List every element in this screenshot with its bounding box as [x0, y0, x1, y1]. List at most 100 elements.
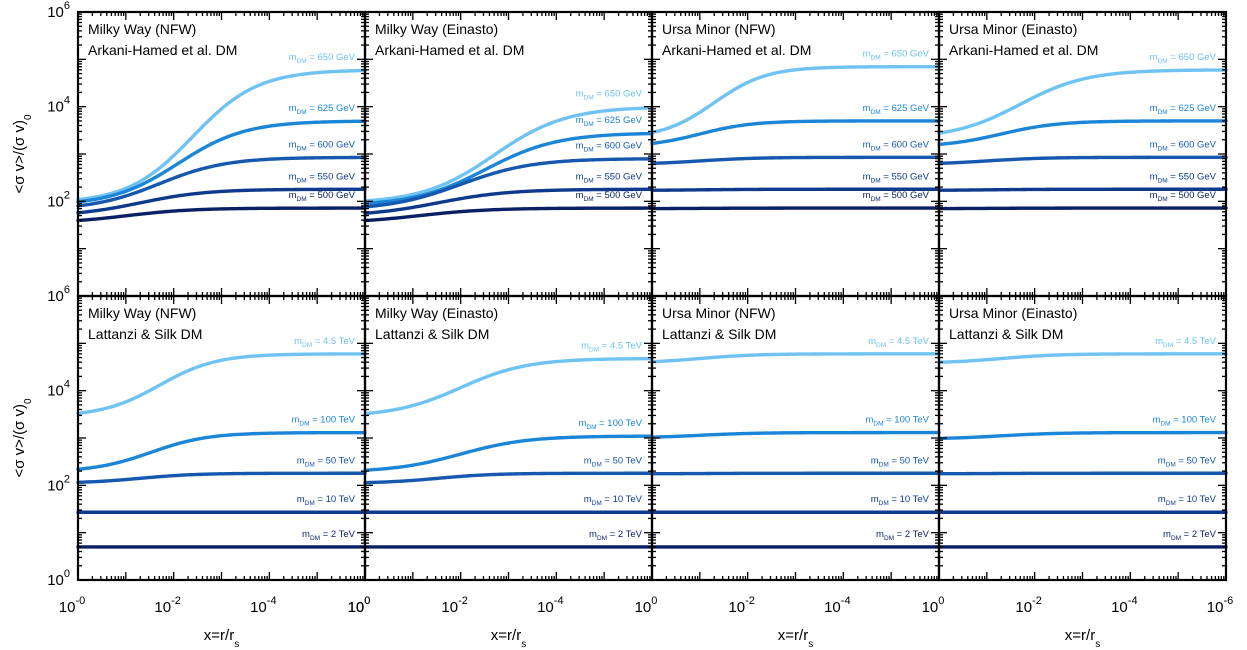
series-label-sub: DM	[589, 346, 599, 353]
series-label-rest: = 650 GeV	[881, 49, 930, 60]
series-label-m: m	[865, 415, 873, 426]
series-line-0-1-1	[363, 131, 654, 206]
series-label-1-0-4: mDM = 2 TeV	[302, 529, 356, 542]
series-label-0-0-4: mDM = 500 GeV	[289, 190, 356, 203]
y-tick-label: 104	[47, 95, 70, 116]
series-label-m: m	[578, 418, 586, 429]
series-label-m: m	[576, 190, 584, 201]
series-label-sub: DM	[310, 535, 320, 542]
series-label-sub: DM	[879, 500, 889, 507]
panel-title: Ursa Minor (Einasto)	[949, 21, 1077, 37]
series-line-1-1-0	[363, 356, 654, 416]
series-label-m: m	[584, 455, 592, 466]
series-label-m: m	[863, 103, 871, 114]
series-line-1-1-1	[363, 434, 654, 472]
series-label-m: m	[1158, 455, 1166, 466]
y-axis-label: <σ v>/(σ v)0	[11, 398, 34, 478]
series-label-sub: DM	[305, 500, 315, 507]
series-label-0-3-1: mDM = 625 GeV	[1150, 103, 1217, 116]
series-label-sub: DM	[871, 196, 881, 203]
series-label-1-1-4: mDM = 2 TeV	[589, 529, 643, 542]
series-label-sub: DM	[1158, 177, 1168, 184]
series-label-rest: = 4.5 TeV	[599, 340, 643, 351]
panel-title: Milky Way (Einasto)	[375, 305, 498, 321]
series-label-0-2-3: mDM = 550 GeV	[863, 171, 930, 184]
series-line-1-2-0	[650, 352, 941, 364]
series-label-rest: = 600 GeV	[307, 139, 356, 150]
series-label-0-1-0: mDM = 650 GeV	[576, 89, 643, 102]
series-label-m: m	[868, 336, 876, 347]
series-label-1-1-0: mDM = 4.5 TeV	[581, 340, 643, 353]
series-label-sub: DM	[584, 196, 594, 203]
series-line-0-1-3	[363, 187, 654, 215]
series-line-0-3-3	[937, 187, 1228, 192]
series-label-sub: DM	[1171, 535, 1181, 542]
panel-title: Milky Way (Einasto)	[375, 21, 498, 37]
series-label-rest: = 550 GeV	[594, 171, 643, 182]
panel-subtitle: Lattanzi & Silk DM	[88, 326, 202, 342]
series-label-m: m	[871, 455, 879, 466]
series-label-m: m	[1150, 139, 1158, 150]
series-label-1-3-2: mDM = 50 TeV	[1158, 455, 1217, 468]
panel-subtitle: Arkani-Hamed et al. DM	[949, 42, 1098, 58]
series-label-m: m	[289, 139, 297, 150]
series-label-0-3-0: mDM = 650 GeV	[1150, 52, 1217, 65]
series-label-0-0-2: mDM = 600 GeV	[289, 139, 356, 152]
series-label-m: m	[871, 494, 879, 505]
series-label-rest: = 500 GeV	[881, 190, 930, 201]
series-line-0-2-3	[650, 187, 941, 192]
series-label-m: m	[863, 49, 871, 60]
panel-title: Ursa Minor (NFW)	[662, 305, 776, 321]
series-line-0-0-3	[76, 187, 367, 215]
series-label-sub: DM	[871, 177, 881, 184]
series-label-rest: = 650 GeV	[307, 52, 356, 63]
series-line-1-3-0	[937, 352, 1228, 364]
series-label-0-2-0: mDM = 650 GeV	[863, 49, 930, 62]
x-tick-label: 100	[348, 595, 371, 616]
series-label-m: m	[1158, 494, 1166, 505]
series-label-rest: = 600 GeV	[1168, 139, 1217, 150]
series-label-1-1-2: mDM = 50 TeV	[584, 455, 643, 468]
series-line-0-1-4	[363, 206, 654, 223]
series-line-0-3-0	[937, 68, 1228, 135]
series-label-m: m	[576, 115, 584, 126]
series-label-rest: = 625 GeV	[307, 103, 356, 114]
series-label-1-0-2: mDM = 50 TeV	[297, 455, 356, 468]
panel-subtitle: Lattanzi & Silk DM	[662, 326, 776, 342]
series-label-1-1-1: mDM = 100 TeV	[578, 418, 642, 431]
series-label-sub: DM	[297, 196, 307, 203]
series-label-sub: DM	[584, 121, 594, 128]
series-label-rest: = 4.5 TeV	[886, 336, 930, 347]
series-line-0-3-1	[937, 119, 1228, 147]
y-axis-label: <σ v>/(σ v)0	[11, 114, 34, 194]
series-line-0-0-4	[76, 206, 367, 223]
series-label-1-2-2: mDM = 50 TeV	[871, 455, 930, 468]
series-label-m: m	[291, 415, 299, 426]
series-label-rest: = 50 TeV	[315, 455, 356, 466]
series-label-sub: DM	[1166, 500, 1176, 507]
series-label-1-0-1: mDM = 100 TeV	[291, 415, 355, 428]
series-label-sub: DM	[1158, 145, 1168, 152]
series-label-rest: = 500 GeV	[307, 190, 356, 201]
y-tick-label: 106	[47, 284, 70, 305]
x-tick-label: 10-0	[59, 595, 85, 616]
series-label-sub: DM	[871, 109, 881, 116]
series-label-m: m	[1150, 52, 1158, 63]
series-label-sub: DM	[302, 342, 312, 349]
series-label-sub: DM	[1166, 461, 1176, 468]
x-tick-label: 10-4	[250, 595, 276, 616]
series-label-sub: DM	[597, 535, 607, 542]
series-label-rest: = 650 GeV	[594, 89, 643, 100]
panel-subtitle: Arkani-Hamed et al. DM	[375, 42, 524, 58]
series-label-rest: = 50 TeV	[1176, 455, 1217, 466]
series-line-0-0-0	[76, 68, 367, 202]
series-label-1-1-3: mDM = 10 TeV	[584, 494, 643, 507]
series-label-sub: DM	[592, 500, 602, 507]
series-label-rest: = 10 TeV	[889, 494, 930, 505]
series-label-rest: = 100 TeV	[1170, 415, 1216, 426]
panel-subtitle: Arkani-Hamed et al. DM	[662, 42, 811, 58]
series-line-0-2-0	[650, 64, 941, 135]
series-label-sub: DM	[584, 95, 594, 102]
